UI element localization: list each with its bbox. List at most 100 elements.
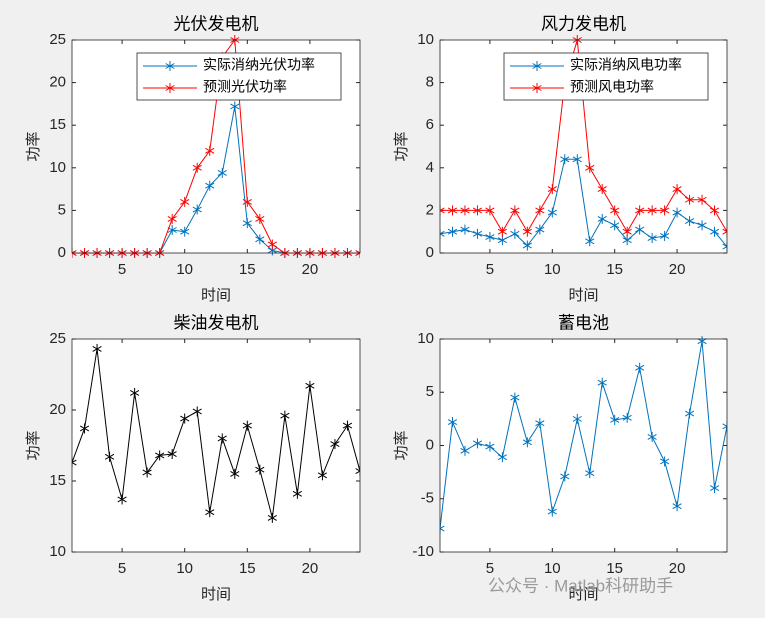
marker-stroke	[330, 441, 340, 448]
y-axis-label: 功率	[25, 430, 42, 460]
data-point	[180, 196, 190, 207]
data-point	[672, 207, 682, 218]
data-point	[535, 205, 545, 216]
marker-stroke	[485, 234, 495, 240]
marker-stroke	[585, 238, 595, 245]
series-line	[440, 341, 727, 529]
data-point	[572, 413, 582, 424]
x-axis-label: 时间	[201, 586, 231, 603]
data-point	[635, 362, 645, 373]
marker-stroke	[447, 207, 458, 214]
data-point	[547, 506, 557, 517]
data-point	[497, 452, 507, 463]
marker-stroke	[255, 236, 265, 243]
data-point	[230, 101, 240, 112]
marker-stroke	[472, 230, 483, 237]
data-point	[560, 154, 570, 165]
data-point	[472, 228, 483, 239]
marker-stroke	[165, 63, 175, 69]
data-point	[155, 450, 165, 461]
legend-marker	[165, 83, 175, 93]
marker-stroke	[597, 186, 607, 193]
data-point	[205, 507, 215, 518]
data-point	[610, 220, 620, 231]
marker-stroke	[647, 235, 657, 242]
marker-stroke	[684, 410, 695, 417]
y-tick-label: -5	[421, 490, 434, 507]
marker-stroke	[472, 207, 483, 214]
data-point	[167, 449, 177, 460]
y-tick-label: 25	[49, 330, 66, 347]
data-point	[242, 420, 252, 431]
data-point	[709, 226, 720, 237]
data-point	[167, 224, 177, 235]
data-point	[535, 418, 545, 429]
marker-stroke	[532, 63, 542, 69]
data-point	[722, 241, 727, 252]
x-axis-label: 时间	[201, 287, 231, 304]
marker-stroke	[192, 206, 202, 213]
marker-stroke	[697, 196, 707, 203]
marker-stroke	[497, 454, 507, 461]
marker-stroke	[440, 527, 445, 532]
marker-stroke	[460, 447, 470, 454]
data-point	[130, 387, 140, 398]
y-tick-label: 8	[426, 74, 434, 91]
data-point	[672, 501, 682, 512]
data-point	[697, 194, 707, 205]
marker-stroke	[440, 209, 445, 214]
data-point	[510, 228, 520, 239]
marker-stroke	[130, 390, 140, 396]
data-point	[217, 167, 227, 178]
marker-stroke	[497, 237, 507, 244]
marker-stroke	[522, 242, 532, 249]
marker-stroke	[242, 422, 252, 429]
marker-stroke	[72, 459, 77, 464]
x-tick-label: 20	[669, 261, 686, 278]
data-point	[485, 232, 495, 243]
marker-stroke	[205, 182, 215, 189]
x-axis-label: 时间	[568, 586, 598, 603]
y-tick-label: 10	[49, 159, 66, 176]
data-point	[72, 248, 77, 258]
marker-stroke	[560, 156, 570, 163]
data-point	[267, 512, 277, 523]
data-point	[622, 226, 632, 237]
data-point	[355, 248, 360, 258]
x-tick-label: 20	[302, 560, 319, 577]
marker-stroke	[622, 414, 632, 421]
marker-stroke	[180, 228, 190, 235]
data-point	[117, 494, 127, 505]
data-point	[485, 441, 495, 452]
data-point	[560, 471, 570, 482]
marker-stroke	[267, 247, 277, 254]
data-point	[635, 205, 645, 216]
marker-stroke	[610, 417, 620, 423]
data-point	[672, 184, 682, 195]
marker-stroke	[485, 443, 495, 450]
marker-stroke	[72, 252, 77, 256]
marker-stroke	[572, 156, 582, 163]
data-point	[472, 438, 483, 449]
marker-stroke	[585, 164, 595, 171]
data-point	[447, 226, 458, 237]
data-point	[597, 184, 607, 195]
marker-stroke	[79, 425, 90, 432]
marker-stroke	[535, 226, 545, 233]
chart-title: 风力发电机	[541, 14, 626, 33]
data-point	[709, 205, 720, 216]
data-point	[660, 230, 670, 241]
y-tick-label: 10	[417, 31, 434, 48]
marker-stroke	[510, 207, 520, 214]
marker-stroke	[672, 503, 682, 510]
data-point	[497, 226, 507, 237]
marker-stroke	[342, 422, 353, 429]
data-point	[180, 226, 190, 237]
marker-stroke	[635, 207, 645, 214]
x-tick-label: 5	[118, 261, 126, 278]
marker-stroke	[722, 231, 727, 235]
marker-stroke	[672, 186, 682, 193]
x-tick-label: 20	[302, 261, 319, 278]
marker-stroke	[192, 164, 202, 171]
data-point	[104, 451, 115, 462]
